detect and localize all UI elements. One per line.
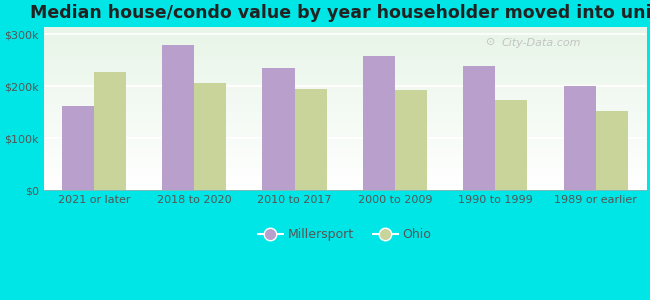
Bar [395,90,427,190]
Bar [595,111,628,190]
Bar [463,65,495,190]
Bar [363,56,395,190]
Bar [495,100,527,190]
Text: City-Data.com: City-Data.com [501,38,581,48]
Title: Median house/condo value by year householder moved into unit: Median house/condo value by year househo… [30,4,650,22]
Bar [162,45,194,190]
Text: ⊙: ⊙ [486,37,496,47]
Bar [194,83,226,190]
Bar [94,72,126,190]
Legend: Millersport, Ohio: Millersport, Ohio [253,223,437,246]
Bar [263,68,294,190]
Bar [294,89,327,190]
Bar [62,106,94,190]
Bar [564,86,595,190]
